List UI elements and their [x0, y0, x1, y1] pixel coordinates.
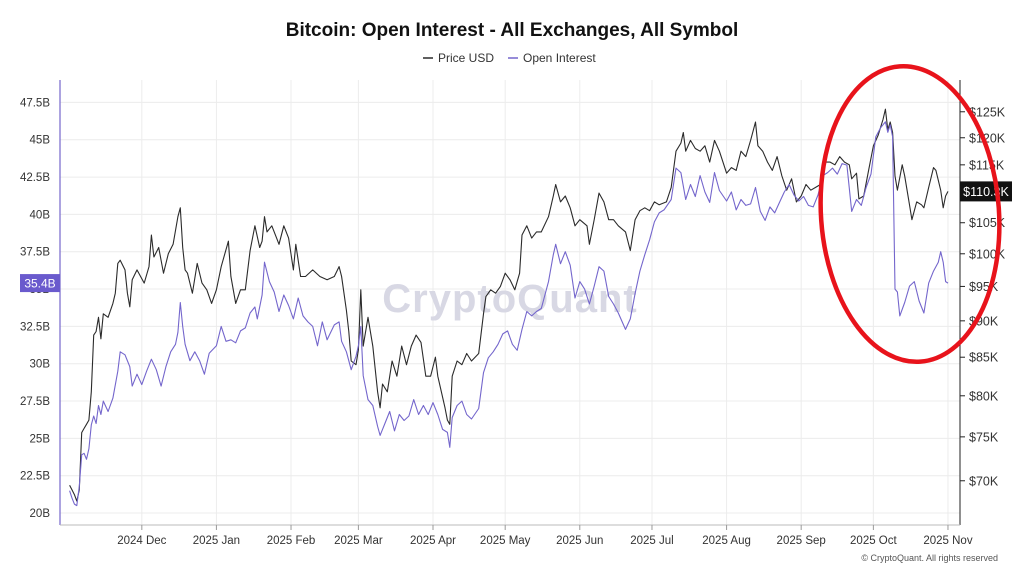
- x-tick-label: 2025 Sep: [777, 535, 826, 547]
- price-line: [69, 108, 949, 502]
- left-tick-label: 30B: [30, 359, 51, 371]
- x-tick-label: 2025 Jul: [630, 535, 673, 547]
- x-tick-label: 2025 Oct: [850, 535, 897, 547]
- right-tick-label: $85K: [969, 351, 999, 365]
- right-tick-label: $105K: [969, 216, 1006, 230]
- right-axis-ticks: $70K$75K$80K$85K$90K$95K$100K$105K$110K$…: [960, 105, 1006, 488]
- left-current-value-badge-bg: [20, 274, 60, 293]
- legend-label-price: Price USD: [438, 51, 494, 65]
- legend-item-price[interactable]: Price USD: [423, 51, 494, 65]
- right-tick-label: $120K: [969, 131, 1006, 145]
- watermark: CryptoQuant: [382, 277, 637, 321]
- x-tick-label: 2025 Jan: [193, 535, 240, 547]
- right-tick-label: $80K: [969, 389, 999, 403]
- legend-item-open-interest[interactable]: Open Interest: [508, 51, 596, 65]
- x-tick-label: 2025 May: [480, 535, 531, 547]
- x-axis-ticks: 2024 Dec 2025 Jan 2025 Feb 2025 Mar 2025 Apr…: [117, 525, 973, 547]
- right-tick-label: $75K: [969, 430, 999, 444]
- legend-label-open-interest: Open Interest: [523, 51, 596, 65]
- left-tick-label: 32.5B: [20, 321, 50, 333]
- series-layer: [69, 108, 949, 507]
- x-tick-label: 2025 Jun: [556, 535, 603, 547]
- left-tick-label: 20B: [30, 508, 51, 520]
- left-tick-label: 37.5B: [20, 247, 50, 259]
- copyright-credit: © CryptoQuant. All rights reserved: [861, 553, 998, 563]
- left-tick-label: 40B: [30, 209, 51, 221]
- right-current-value: $110.3K: [963, 185, 1009, 199]
- x-tick-label: 2025 Apr: [410, 535, 456, 547]
- right-tick-label: $125K: [969, 105, 1006, 119]
- x-tick-label: 2024 Dec: [117, 535, 166, 547]
- legend: Price USD Open Interest: [423, 51, 596, 65]
- left-tick-label: 22.5B: [20, 471, 50, 483]
- open-interest-line: [69, 121, 949, 507]
- left-current-value: 35.4B: [24, 277, 55, 291]
- right-tick-label: $70K: [969, 474, 999, 488]
- x-tick-label: 2025 Aug: [702, 535, 751, 547]
- left-tick-label: 45B: [30, 135, 51, 147]
- left-tick-label: 27.5B: [20, 396, 50, 408]
- left-tick-label: 42.5B: [20, 172, 50, 184]
- x-tick-label: 2025 Mar: [334, 535, 383, 547]
- left-current-value-badge: 35.4B: [20, 274, 60, 293]
- grid-lines: [60, 80, 960, 525]
- chart-title: Bitcoin: Open Interest - All Exchanges, …: [286, 20, 739, 41]
- x-tick-label: 2025 Feb: [267, 535, 316, 547]
- left-axis-ticks: 20B22.5B25B27.5B30B32.5B35B37.5B40B42.5B…: [20, 97, 50, 520]
- left-tick-label: 25B: [30, 433, 51, 445]
- left-tick-label: 47.5B: [20, 97, 50, 109]
- x-tick-label: 2025 Nov: [923, 535, 972, 547]
- right-tick-label: $115K: [969, 158, 1005, 172]
- right-current-value-badge: $110.3K: [960, 181, 1012, 202]
- highlight-circle-annotation: [818, 63, 1002, 365]
